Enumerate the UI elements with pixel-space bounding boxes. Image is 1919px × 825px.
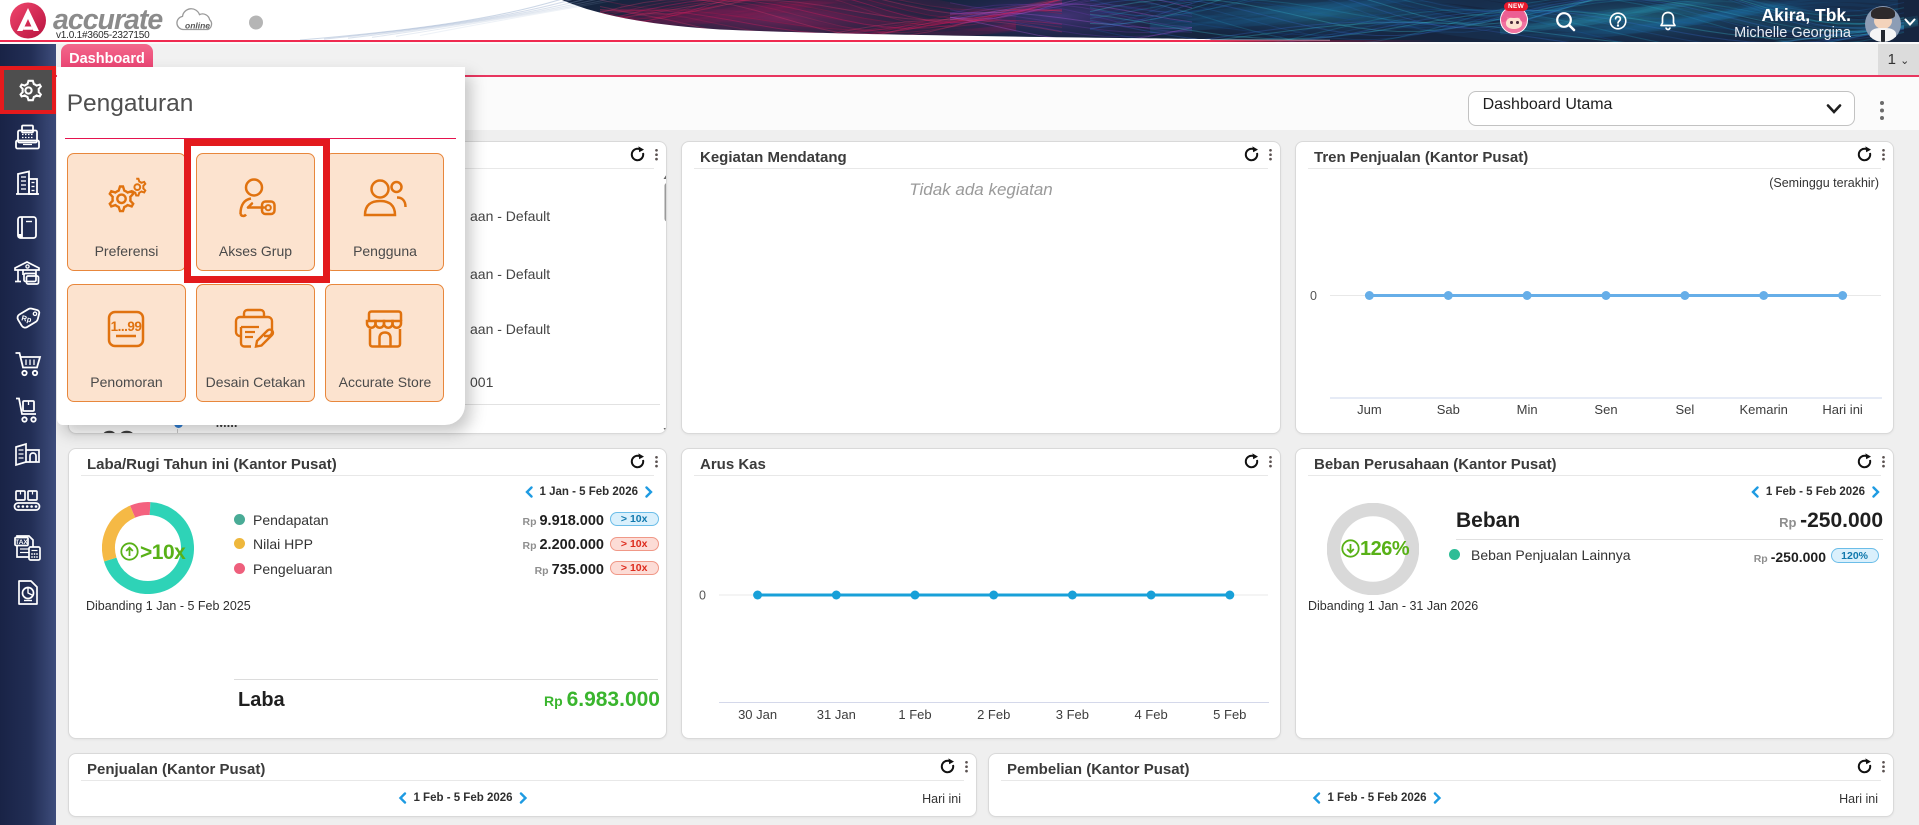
svg-text:Min: Min (1517, 402, 1538, 417)
svg-text:Jum: Jum (1357, 402, 1382, 417)
svg-text:Sel: Sel (1676, 402, 1695, 417)
svg-text:accurate: accurate (53, 4, 163, 36)
svg-text:Hari ini: Hari ini (1822, 402, 1863, 417)
svg-text:Sen: Sen (1594, 402, 1617, 417)
svg-text:Sab: Sab (1437, 402, 1460, 417)
svg-text:1 Feb: 1 Feb (898, 707, 931, 722)
svg-text:31 Jan: 31 Jan (817, 707, 856, 722)
svg-text:2 Feb: 2 Feb (977, 707, 1010, 722)
svg-text:Kemarin: Kemarin (1739, 402, 1787, 417)
svg-text:0: 0 (1310, 289, 1317, 303)
svg-text:5 Feb: 5 Feb (1213, 707, 1246, 722)
svg-text:30 Jan: 30 Jan (738, 707, 777, 722)
svg-text:3 Feb: 3 Feb (1056, 707, 1089, 722)
svg-text:0: 0 (699, 588, 706, 602)
svg-text:4 Feb: 4 Feb (1134, 707, 1167, 722)
svg-text:Rp: Rp (21, 313, 33, 324)
svg-text:online: online (185, 21, 210, 31)
svg-text:TAX: TAX (15, 539, 28, 546)
svg-text:1...99: 1...99 (111, 319, 142, 334)
